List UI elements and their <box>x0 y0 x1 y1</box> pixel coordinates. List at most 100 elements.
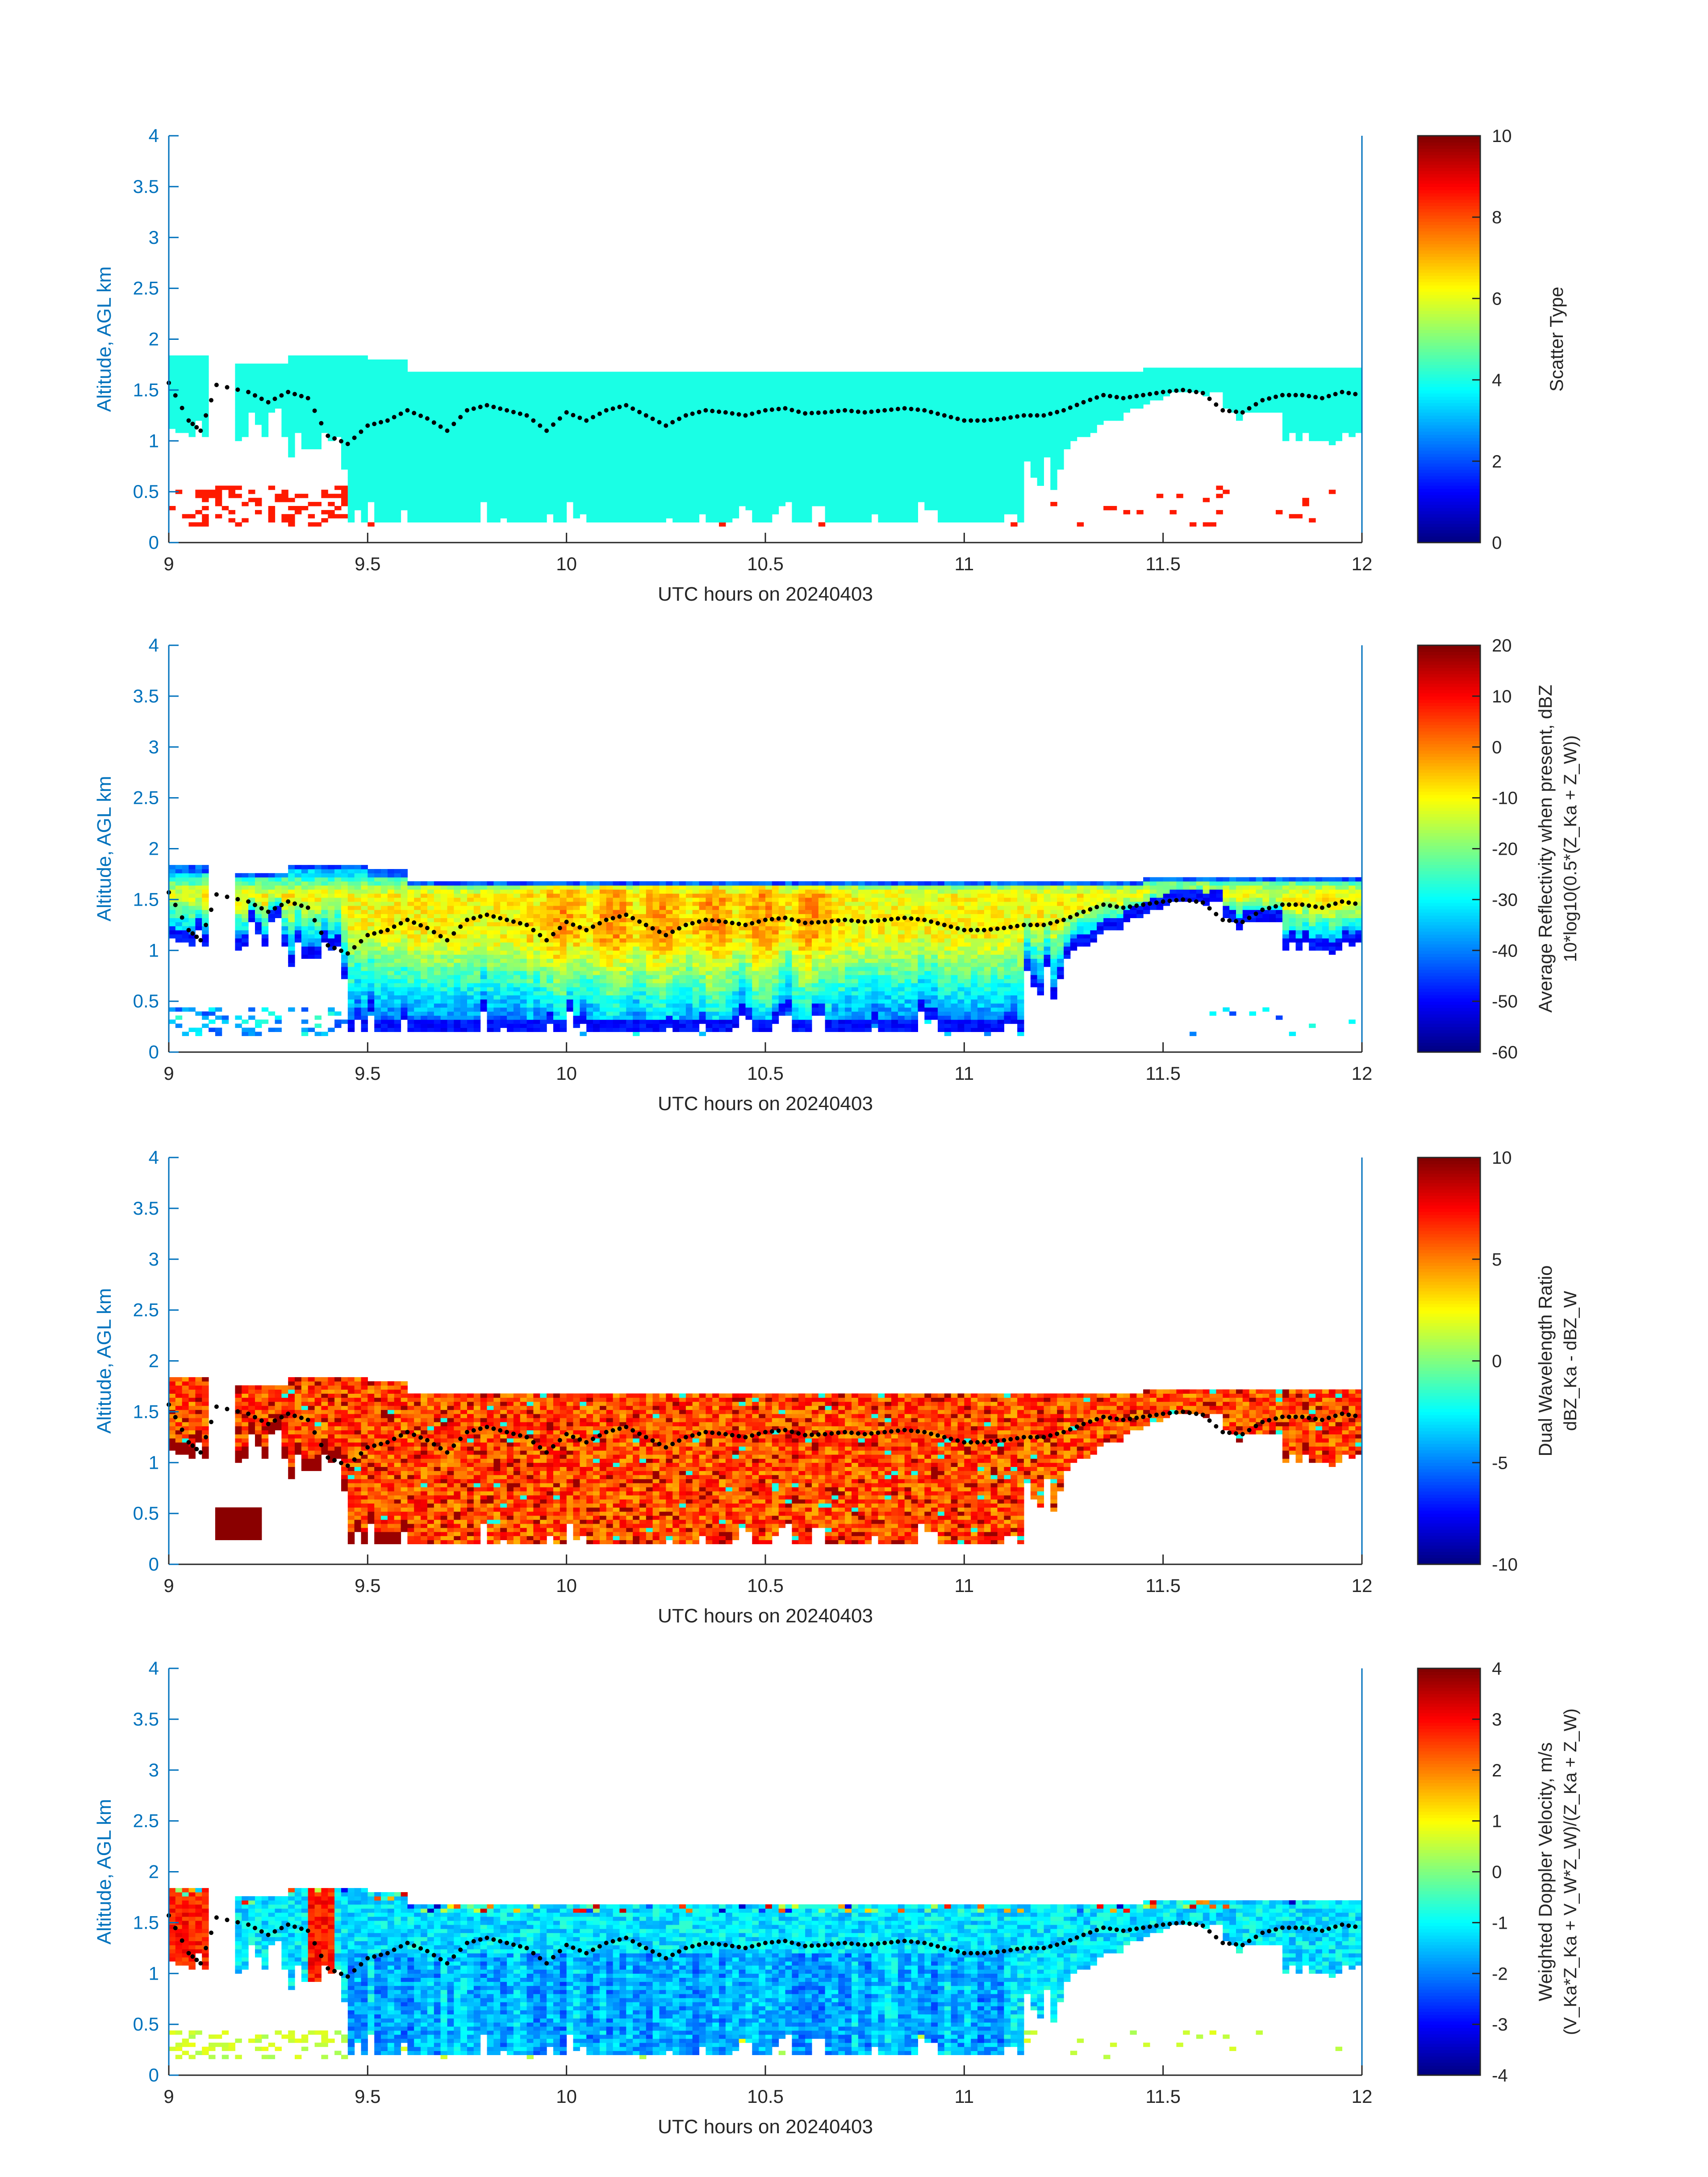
heatmap-cell <box>441 372 447 376</box>
heatmap-cell <box>1296 433 1303 437</box>
heatmap-cell <box>580 490 586 494</box>
heatmap-cell <box>560 465 567 470</box>
heatmap-cell <box>998 437 1004 441</box>
heatmap-cell <box>1044 388 1051 393</box>
heatmap-cell <box>1031 408 1037 413</box>
heatmap-cell <box>911 392 918 397</box>
heatmap-cell <box>321 380 328 384</box>
heatmap-cell <box>626 384 633 389</box>
heatmap-cell <box>984 457 991 462</box>
heatmap-cell <box>1289 384 1296 389</box>
heatmap-cell <box>845 388 852 393</box>
heatmap-cell <box>971 429 977 433</box>
heatmap-cell <box>805 396 812 401</box>
heatmap-cell <box>686 433 693 437</box>
heatmap-cell <box>613 388 620 393</box>
heatmap-cell <box>852 518 858 522</box>
heatmap-cell <box>1084 417 1090 421</box>
heatmap-cell <box>924 376 931 380</box>
heatmap-cell <box>951 490 958 494</box>
heatmap-cell <box>1282 384 1289 389</box>
heatmap-cell <box>553 494 560 498</box>
heatmap-cell <box>454 437 460 441</box>
heatmap-cell <box>367 396 374 401</box>
heatmap-cell <box>606 380 613 384</box>
heatmap-cell <box>454 404 460 409</box>
heatmap-cell <box>911 441 918 445</box>
heatmap-cell <box>772 388 779 393</box>
heatmap-cell <box>1136 380 1143 384</box>
heatmap-cell <box>480 433 487 437</box>
heatmap-cell <box>1170 510 1177 514</box>
heatmap-cell <box>288 453 295 458</box>
heatmap-cell <box>367 490 374 494</box>
heatmap-cell <box>600 433 606 437</box>
heatmap-cell <box>500 429 507 433</box>
heatmap-cell <box>765 396 772 401</box>
heatmap-cell <box>421 421 427 425</box>
heatmap-cell <box>958 445 965 449</box>
heatmap-cell <box>759 445 765 449</box>
heatmap-cell <box>1176 376 1183 380</box>
heatmap-cell <box>507 400 514 405</box>
heatmap-cell <box>712 433 719 437</box>
heatmap-cell <box>547 490 553 494</box>
heatmap-cell <box>560 388 567 393</box>
heatmap-cell <box>613 510 620 514</box>
heatmap-cell <box>467 413 474 417</box>
heatmap-cell <box>619 461 626 466</box>
heatmap-cell <box>852 449 858 454</box>
heatmap-cell <box>1004 473 1011 478</box>
heatmap-cell <box>639 518 646 522</box>
heatmap-cell <box>639 384 646 389</box>
heatmap-cell <box>944 518 951 522</box>
heatmap-cell <box>626 380 633 384</box>
heatmap-cell <box>315 417 322 421</box>
heatmap-cell <box>1309 413 1315 417</box>
heatmap-cell <box>878 473 885 478</box>
heatmap-cell <box>1103 388 1110 393</box>
heatmap-cell <box>719 494 726 498</box>
heatmap-cell <box>527 445 534 449</box>
heatmap-cell <box>798 380 805 384</box>
heatmap-cell <box>1315 421 1322 425</box>
heatmap-cell <box>1031 457 1037 462</box>
heatmap-cell <box>394 473 401 478</box>
heatmap-cell <box>792 490 798 494</box>
heatmap-cell <box>493 506 500 510</box>
heatmap-cell <box>454 510 460 514</box>
heatmap-cell <box>746 445 752 449</box>
heatmap-cell <box>1103 417 1110 421</box>
heatmap-cell <box>798 417 805 421</box>
heatmap-cell <box>719 449 726 454</box>
heatmap-cell <box>1336 376 1342 380</box>
heatmap-cell <box>1031 384 1037 389</box>
heatmap-cell <box>480 465 487 470</box>
heatmap-cell <box>593 481 600 486</box>
heatmap-cell <box>686 469 693 474</box>
heatmap-cell <box>1097 380 1103 384</box>
heatmap-cell <box>374 518 381 522</box>
heatmap-cell <box>493 396 500 401</box>
heatmap-cell <box>819 384 825 389</box>
heatmap-cell <box>819 473 825 478</box>
heatmap-cell <box>381 404 388 409</box>
heatmap-cell <box>500 469 507 474</box>
heatmap-cell <box>898 506 905 510</box>
heatmap-cell <box>1037 481 1044 486</box>
heatmap-cell <box>1322 433 1329 437</box>
heatmap-cell <box>215 494 222 498</box>
heatmap-cell <box>374 437 381 441</box>
heatmap-cell <box>169 413 175 417</box>
heatmap-cell <box>308 380 315 384</box>
heatmap-cell <box>421 388 427 393</box>
heatmap-cell <box>911 433 918 437</box>
heatmap-cell <box>1064 376 1070 380</box>
heatmap-cell <box>812 441 819 445</box>
heatmap-cell <box>1157 396 1163 401</box>
heatmap-cell <box>905 510 911 514</box>
heatmap-cell <box>268 510 275 514</box>
heatmap-cell <box>348 469 355 474</box>
heatmap-cell <box>779 457 785 462</box>
heatmap-cell <box>706 388 712 393</box>
